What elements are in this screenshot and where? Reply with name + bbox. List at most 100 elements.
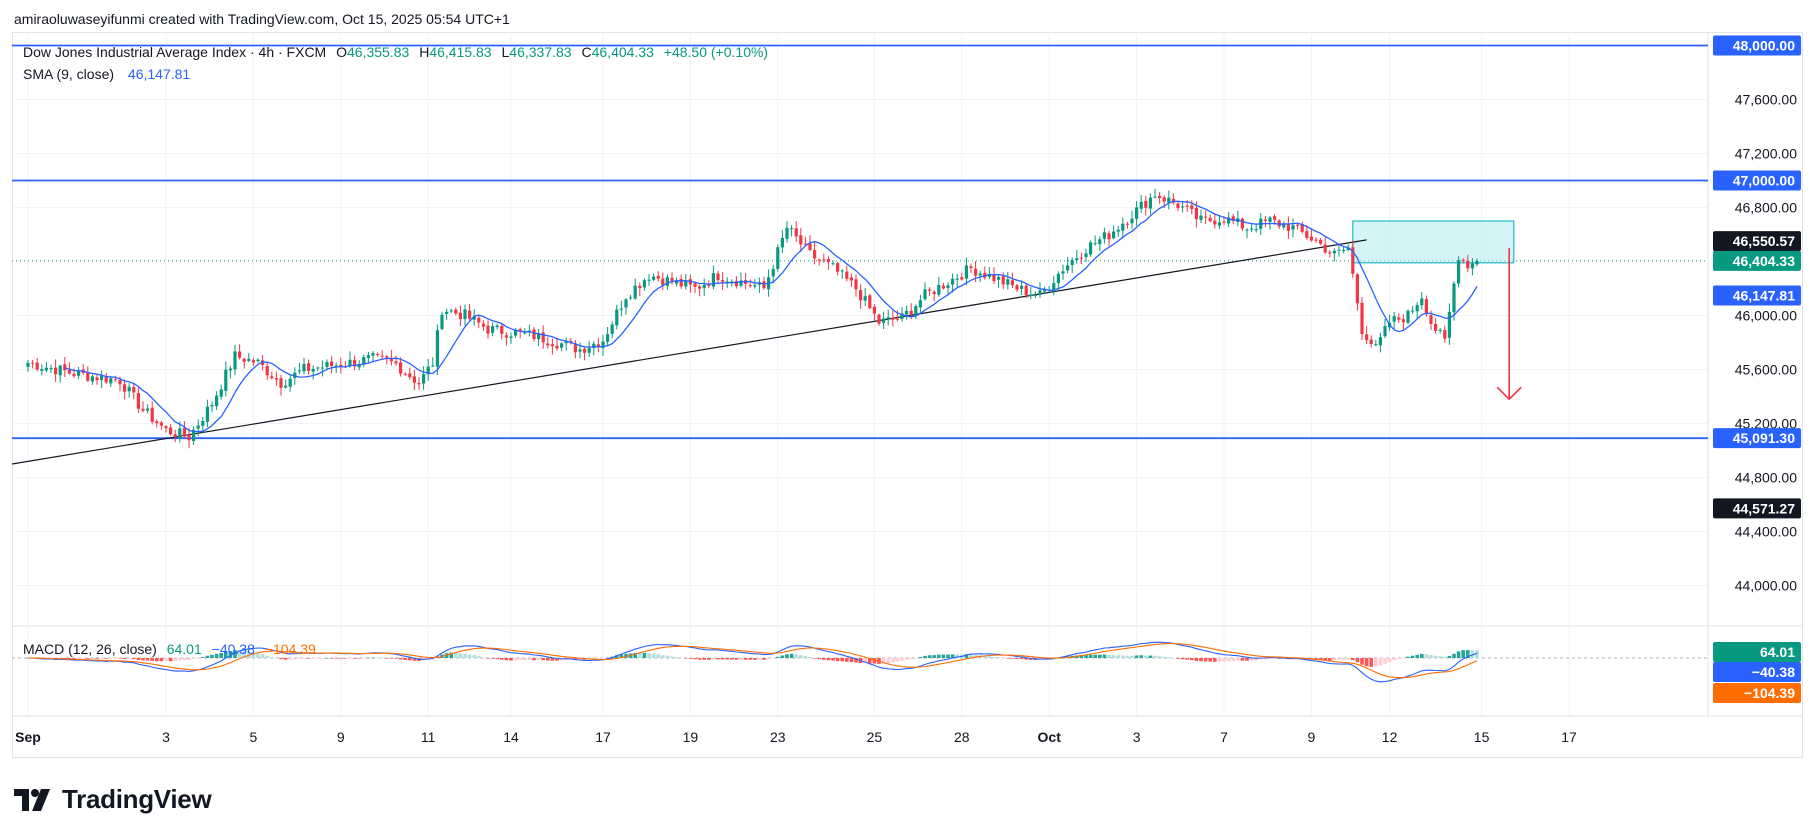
tradingview-logo[interactable]: TradingView (14, 784, 212, 815)
macd-histogram-bar (504, 658, 509, 661)
macd-histogram-bar (1245, 658, 1249, 661)
macd-histogram-bar (803, 655, 808, 658)
candle-body (610, 324, 614, 334)
candle-body (1208, 217, 1212, 221)
macd-histogram-bar (619, 654, 624, 658)
candle-body (1144, 201, 1148, 208)
candle-body (808, 243, 812, 251)
chart-credit: amiraoluwaseyifunmi created with Trading… (14, 11, 510, 27)
chart-frame[interactable] (12, 32, 1803, 758)
candle-body (44, 367, 48, 371)
price-tag: 46,404.33 (1733, 253, 1795, 269)
candlestick-series (26, 188, 1479, 449)
candle-body (238, 351, 242, 358)
candle-body (951, 278, 955, 285)
candle-body (95, 377, 99, 381)
tradingview-wordmark: TradingView (62, 784, 212, 814)
time-tick-label: 12 (1382, 729, 1398, 745)
candle-body (863, 296, 867, 301)
macd-histogram-bar (352, 658, 357, 659)
price-tag: 46,550.57 (1733, 233, 1795, 249)
candle-body (215, 395, 219, 407)
candle-body (1383, 326, 1387, 337)
candle-body (1190, 205, 1194, 210)
candle-body (638, 285, 642, 289)
macd-histogram-bar (316, 658, 320, 659)
macd-histogram-bar (237, 650, 242, 658)
candle-body (1121, 223, 1125, 231)
macd-histogram-bar (1010, 658, 1015, 659)
candle-body (1139, 201, 1143, 209)
macd-histogram-bar (937, 654, 941, 658)
macd-histogram-bar (766, 658, 771, 660)
candle-body (1286, 224, 1290, 231)
candle-body (1392, 316, 1396, 322)
macd-histogram-bar (1360, 658, 1364, 665)
candle-body (31, 362, 35, 364)
macd-signal-tag-bg (1713, 683, 1801, 703)
macd-histogram-bar (357, 658, 361, 659)
macd-histogram-bar (1213, 658, 1217, 662)
macd-histogram-bar (1222, 658, 1226, 662)
candle-body (454, 309, 458, 314)
candle-body (900, 313, 904, 320)
macd-histogram-bar (946, 654, 950, 658)
candle-body (54, 367, 58, 375)
candle-body (422, 373, 426, 384)
macd-histogram-bar (596, 658, 601, 659)
macd-histogram-bar (486, 658, 490, 659)
candle-body (348, 359, 352, 366)
candle-body (297, 370, 301, 372)
candle-body (463, 309, 467, 320)
macd-histogram-bar (270, 657, 274, 658)
candle-body (1263, 219, 1267, 221)
macd-histogram-bar (1397, 658, 1401, 659)
macd-histogram-bar (178, 658, 182, 661)
candle-body (615, 309, 619, 326)
macd-histogram-bar (1433, 655, 1438, 658)
macd-histogram-bar (730, 658, 734, 660)
candle-body (578, 349, 582, 352)
macd-histogram-bar (86, 658, 90, 659)
candle-body (1135, 207, 1139, 219)
candle-body (569, 340, 573, 343)
candle-body (698, 286, 702, 289)
candle-body (555, 345, 559, 349)
macd-line (28, 641, 1478, 683)
candle-body (596, 344, 600, 347)
macd-histogram-bar (1249, 658, 1254, 661)
macd-histogram-bar (366, 657, 371, 659)
time-tick-label: 25 (867, 729, 883, 745)
macd-histogram-bar (1452, 653, 1456, 658)
candle-body (486, 325, 490, 334)
macd-histogram-bar (822, 658, 826, 660)
level-price-tag-bg (1713, 35, 1801, 56)
macd-histogram-bar (1107, 655, 1111, 658)
candle-body (159, 422, 163, 426)
macd-histogram-bar (1153, 655, 1157, 658)
candle-body (817, 259, 821, 261)
candle-body (164, 426, 168, 429)
candle-body (109, 378, 113, 384)
candle-body (730, 281, 734, 283)
macd-histogram-bar (1176, 658, 1180, 659)
macd-histogram-bar (242, 650, 246, 658)
candle-body (905, 310, 909, 315)
macd-histogram-bar (854, 658, 858, 663)
macd-histogram-bar (711, 658, 716, 660)
macd-histogram-bar (881, 658, 886, 664)
macd-histogram-bar (132, 658, 136, 660)
macd-histogram-bar (274, 657, 279, 659)
chart-grid (12, 32, 1803, 717)
candle-body (399, 362, 403, 374)
candle-body (895, 318, 899, 320)
candle-body (702, 284, 706, 289)
macd-histogram-bar (320, 658, 325, 659)
macd-histogram-bar (863, 658, 867, 664)
time-tick-label: 17 (1561, 729, 1577, 745)
macd-histogram-bar (205, 655, 210, 658)
candle-body (330, 361, 334, 367)
candle-body (675, 280, 679, 284)
candle-body (449, 310, 453, 312)
